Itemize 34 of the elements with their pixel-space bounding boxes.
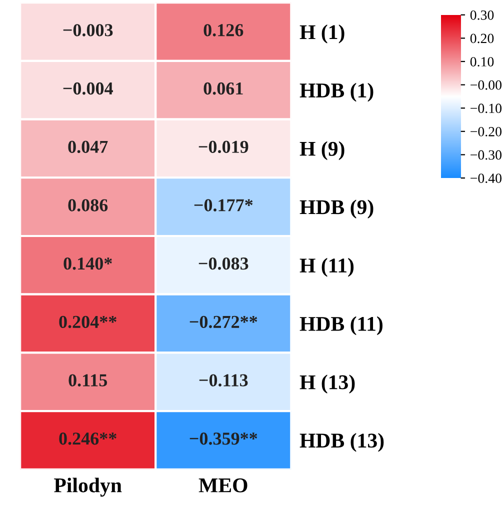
color-bar-label: −0.30 [470,150,502,160]
data-label: −0.019 [198,140,248,154]
data-label: 0.115 [68,374,108,386]
data-label: −0.004 [63,82,113,95]
y-tick-label: HDB (1) [300,82,374,102]
data-label: −0.177* [194,199,253,212]
color-bar-label: −0.20 [470,126,502,136]
y-tick-label: H (13) [300,374,355,394]
data-label: 0.086 [68,199,108,212]
data-label: −0.113 [199,374,248,386]
color-bar-label: 0.10 [470,57,494,67]
data-label: −0.272** [190,316,258,328]
y-tick-label: H (9) [300,141,344,160]
data-label: 0.204** [59,316,116,328]
color-bar-label: −0.00 [470,80,502,90]
data-label: −0.359** [190,432,258,445]
y-tick-label: H (1) [300,24,344,44]
y-tick-label: HDB (9) [300,200,374,218]
data-label: 0.246** [59,432,116,445]
data-label: 0.047 [68,140,108,154]
y-tick-label: HDB (11) [300,316,382,336]
x-tick-label: MEO [198,478,248,492]
data-label: −0.083 [198,257,248,270]
color-bar-label: −0.40 [470,174,502,184]
data-label: 0.140* [64,257,112,270]
y-tick-label: HDB (13) [300,432,384,452]
color-bar-label: −0.10 [470,104,502,114]
data-label: 0.061 [204,82,243,95]
color-bar-label: 0.30 [470,10,494,20]
y-tick-label: H (11) [300,258,354,277]
color-bar-label: 0.20 [470,34,494,44]
x-tick-label: Pilodyn [54,478,122,497]
data-label: −0.003 [63,24,113,36]
data-label: 0.126 [204,24,244,36]
